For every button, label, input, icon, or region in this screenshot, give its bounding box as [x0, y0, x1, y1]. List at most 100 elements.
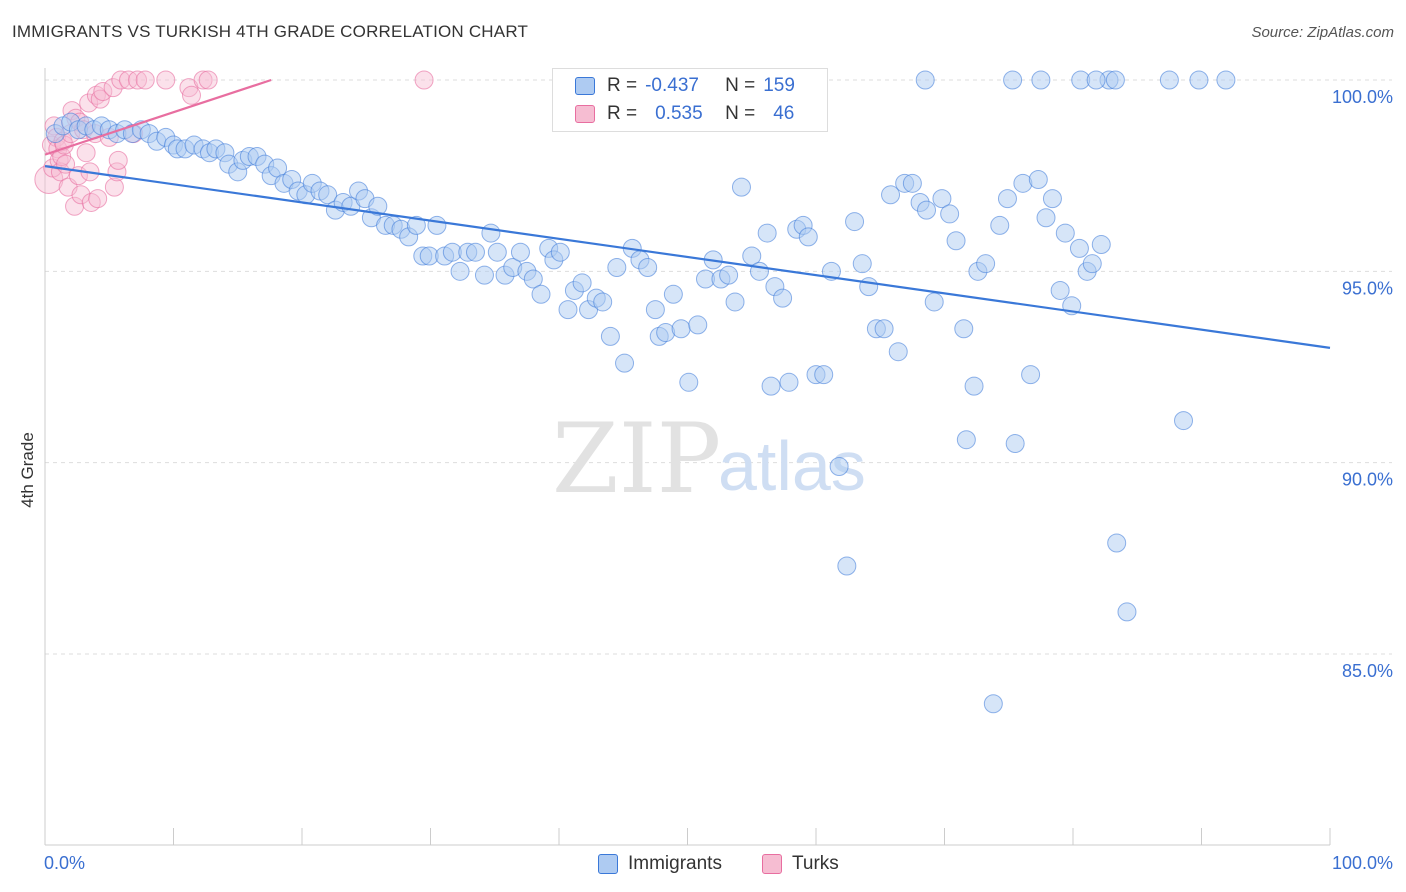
immigrants-point: [1117, 602, 1137, 622]
watermark-zip: ZIP: [552, 403, 721, 515]
immigrants-point: [859, 277, 879, 297]
immigrants-point: [719, 265, 739, 285]
legend-r-label: R =: [607, 103, 638, 124]
turks-point: [193, 70, 213, 90]
immigrants-points: [45, 70, 1236, 714]
turks-point: [104, 177, 124, 197]
legend-n-value: 159: [763, 75, 795, 96]
immigrants-point: [368, 196, 388, 216]
turks-point: [93, 81, 113, 101]
immigrants-point: [671, 319, 691, 339]
axes: [44, 68, 1331, 846]
immigrants-point: [725, 292, 745, 312]
turks-swatch: [762, 854, 782, 874]
immigrants-point: [888, 342, 908, 362]
immigrants-point: [983, 694, 1003, 714]
immigrants-point: [679, 372, 699, 392]
y-tick-label: 100.0%: [1332, 87, 1393, 107]
source-label: Source: ZipAtlas.com: [1251, 24, 1394, 41]
immigrants-point: [487, 242, 507, 262]
immigrants-point: [550, 242, 570, 262]
legend-row-turks: R = 0.535 N = 46: [575, 102, 794, 126]
turks-point: [414, 70, 434, 90]
immigrants-point: [990, 215, 1010, 235]
immigrants-point: [663, 284, 683, 304]
immigrants-point: [956, 430, 976, 450]
immigrants-point: [940, 204, 960, 224]
turks-point: [103, 78, 123, 98]
immigrants-point: [837, 556, 857, 576]
immigrants-point: [645, 300, 665, 320]
immigrants-point: [1003, 70, 1023, 90]
bottom-legend-turks: Turks: [762, 852, 839, 876]
turks-point: [128, 70, 148, 90]
immigrants-point: [976, 254, 996, 274]
immigrants-point: [1069, 238, 1089, 258]
turks-point: [79, 93, 99, 113]
immigrants-point: [1036, 208, 1056, 228]
immigrants-point: [1091, 235, 1111, 255]
legend-n-label: N =: [725, 75, 756, 96]
turks-swatch: [575, 105, 595, 123]
turks-point: [111, 70, 131, 90]
watermark: ZIP atlas: [552, 403, 866, 515]
immigrants-point: [1107, 533, 1127, 553]
immigrants-point: [427, 215, 447, 235]
immigrants-point: [638, 258, 658, 278]
immigrants-point: [829, 456, 849, 476]
immigrants-point: [572, 273, 592, 293]
y-tick-label: 95.0%: [1342, 278, 1393, 298]
legend-r-label: R =: [607, 75, 638, 96]
immigrants-point: [465, 242, 485, 262]
legend-n-label: N =: [725, 103, 756, 124]
immigrants-point: [1082, 254, 1102, 274]
immigrants-point: [1042, 189, 1062, 209]
turks-point: [181, 85, 201, 105]
immigrants-point: [757, 223, 777, 243]
turks-point: [76, 143, 96, 163]
immigrants-point: [845, 212, 865, 232]
immigrants-point: [964, 376, 984, 396]
chart-title: IMMIGRANTS VS TURKISH 4TH GRADE CORRELAT…: [12, 22, 529, 41]
immigrants-point: [852, 254, 872, 274]
bottom-legend-immigrants: Immigrants: [598, 852, 722, 876]
immigrants-point: [731, 177, 751, 197]
legend-r-value: -0.437: [645, 75, 699, 96]
x-tick-label: 0.0%: [44, 853, 85, 873]
correlation-legend: R = -0.437 N = 159 R = 0.535 N = 46: [552, 68, 828, 132]
immigrants-point: [761, 376, 781, 396]
immigrants-point: [798, 227, 818, 247]
immigrants-label: Immigrants: [628, 853, 722, 874]
immigrants-point: [1189, 70, 1209, 90]
immigrants-point: [1216, 70, 1236, 90]
turks-point: [90, 89, 110, 109]
immigrants-point: [615, 353, 635, 373]
turks-point: [135, 70, 155, 90]
turks-point: [156, 70, 176, 90]
immigrants-point: [450, 261, 470, 281]
turks-point: [108, 150, 128, 170]
immigrants-point: [474, 265, 494, 285]
immigrants-point: [1055, 223, 1075, 243]
immigrants-point: [915, 70, 935, 90]
immigrants-point: [1174, 411, 1194, 431]
immigrants-point: [997, 189, 1017, 209]
immigrants-point: [558, 300, 578, 320]
immigrants-point: [1031, 70, 1051, 90]
immigrants-point: [881, 185, 901, 205]
turks-trendline: [44, 78, 272, 156]
immigrants-point: [1021, 365, 1041, 385]
immigrants-point: [874, 319, 894, 339]
immigrants-point: [1086, 70, 1106, 90]
immigrants-point: [1050, 280, 1070, 300]
tick-labels: 85.0% 90.0% 95.0% 100.0% 0.0% 100.0%: [44, 87, 1393, 873]
immigrants-point: [593, 292, 613, 312]
y-tick-label: 90.0%: [1342, 470, 1393, 490]
immigrants-point: [1105, 70, 1125, 90]
immigrants-point: [688, 315, 708, 335]
turks-point: [88, 189, 108, 209]
immigrants-trendline: [44, 165, 1331, 349]
immigrants-point: [1159, 70, 1179, 90]
legend-r-value: 0.535: [655, 103, 703, 124]
